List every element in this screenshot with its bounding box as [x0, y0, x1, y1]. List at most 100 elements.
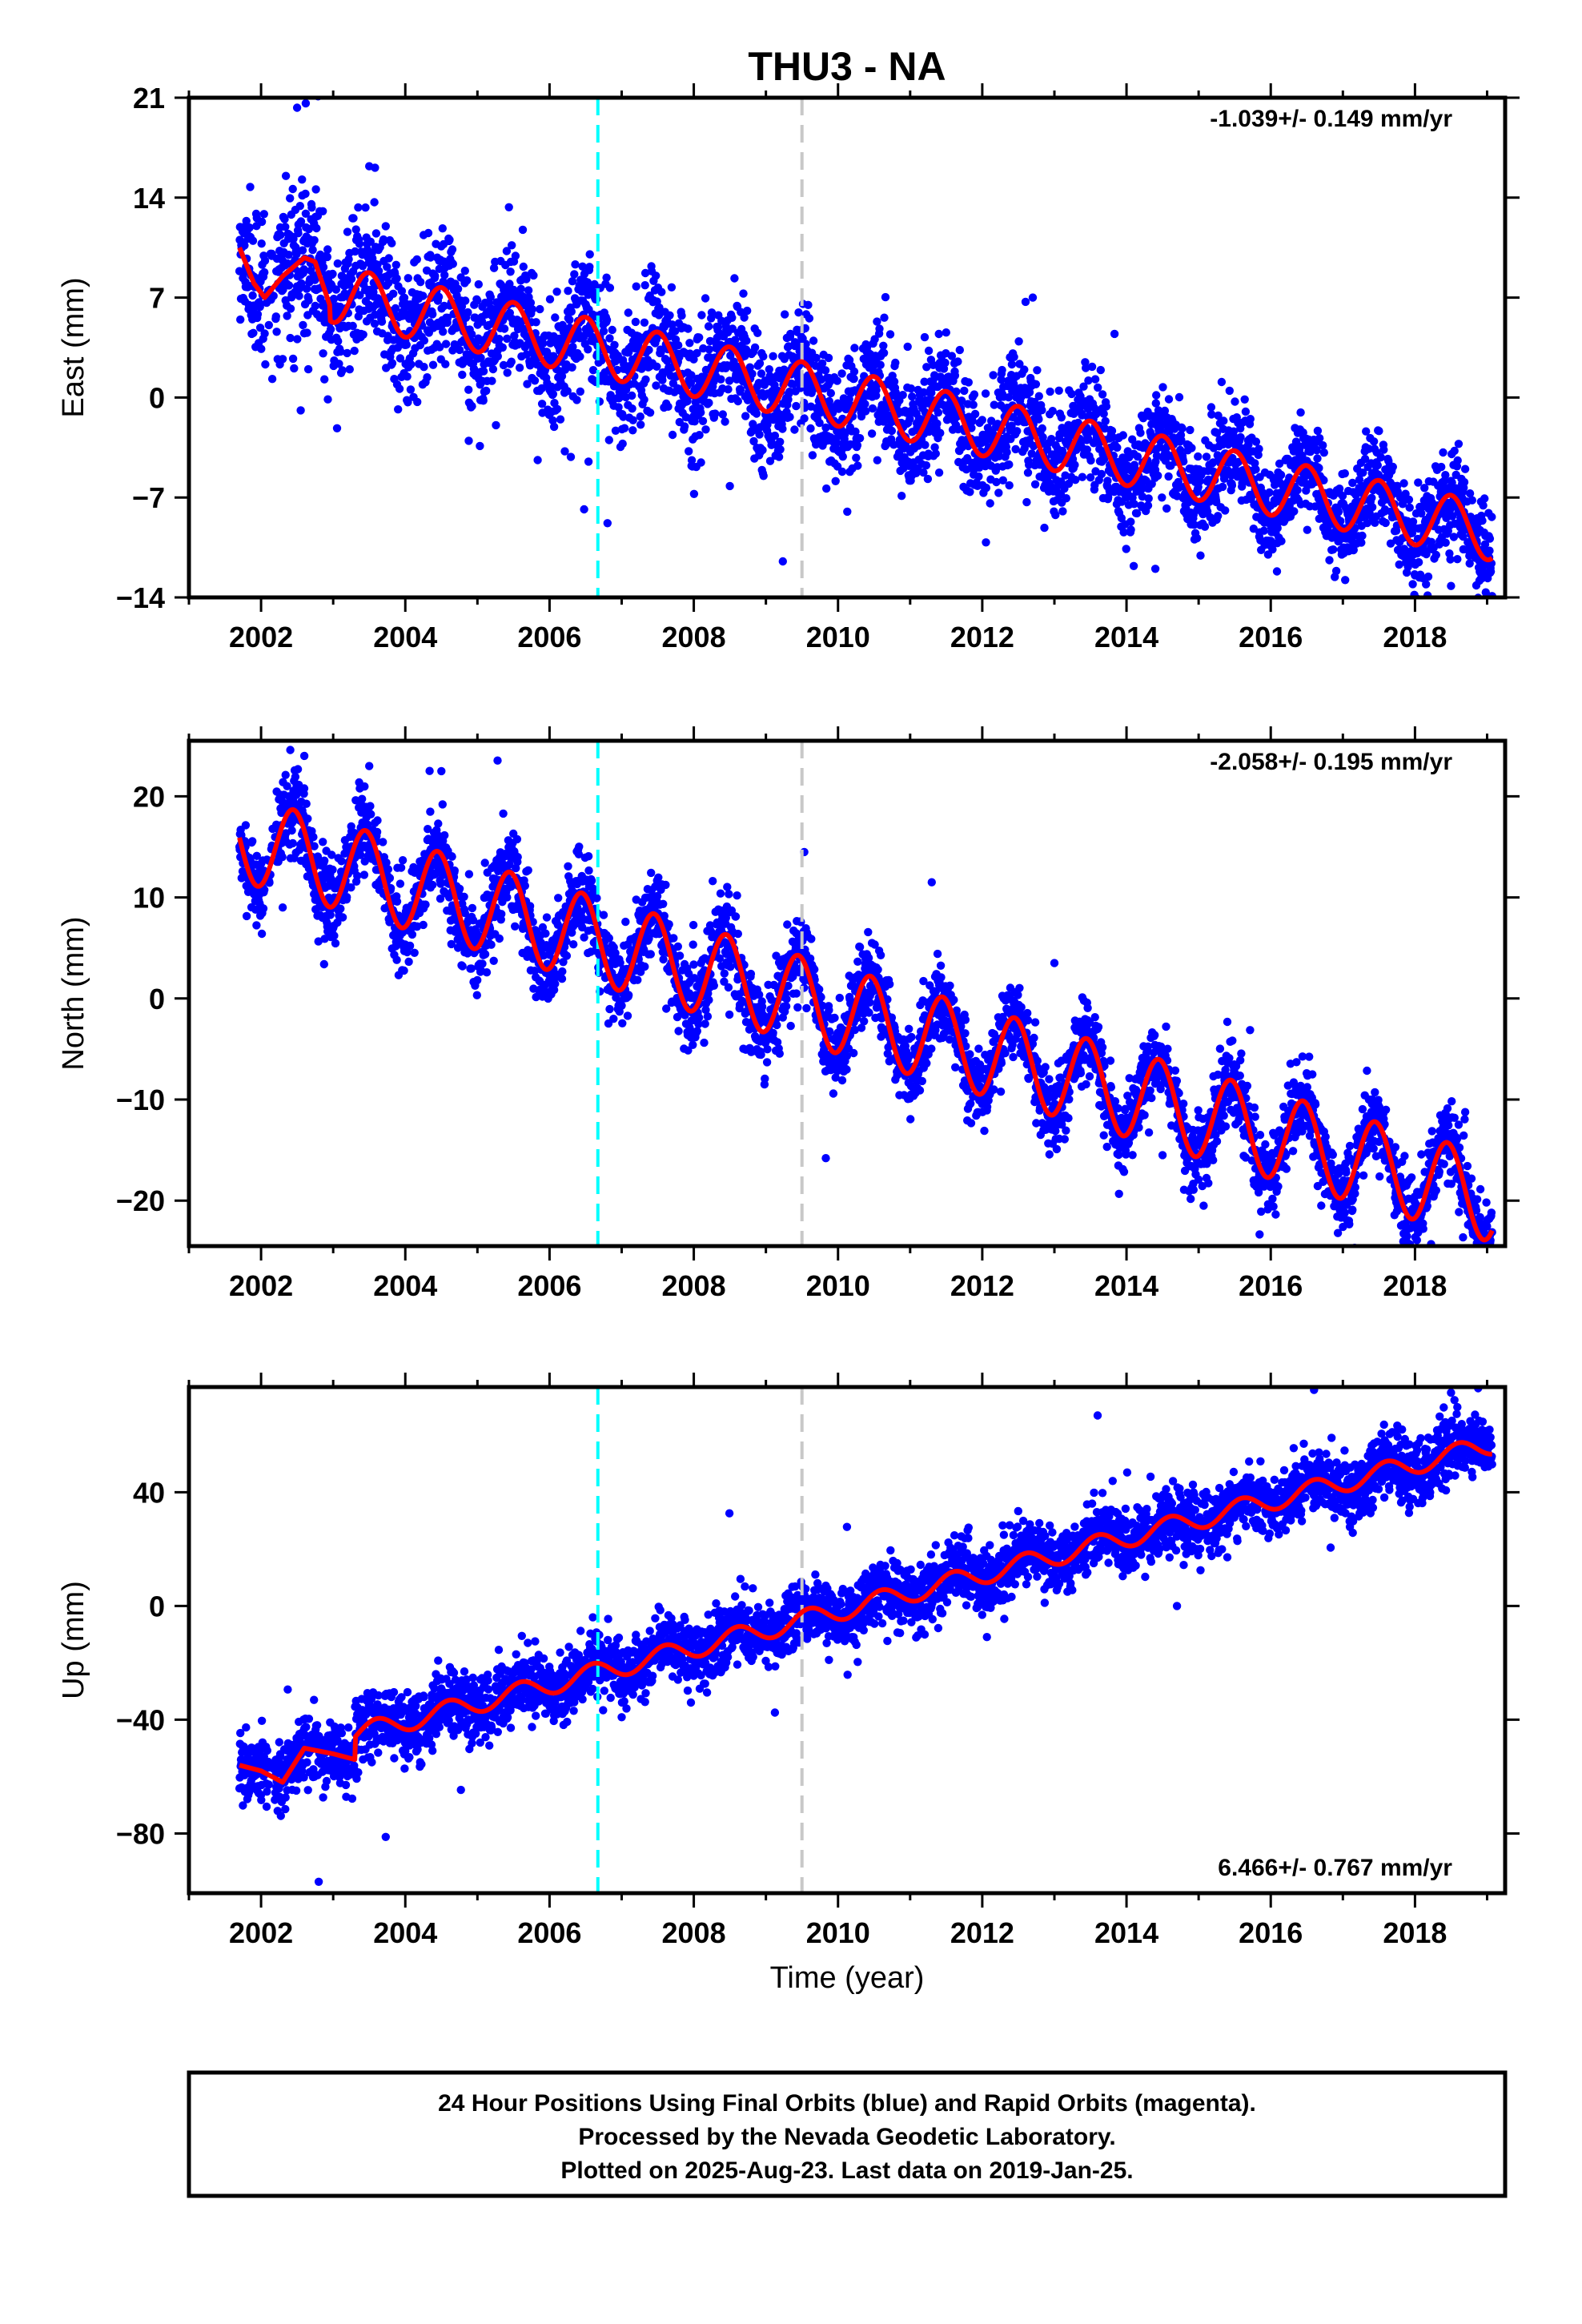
east-data-point	[1034, 392, 1044, 400]
east-data-point	[370, 198, 379, 207]
east-data-point	[749, 436, 758, 446]
east-rate-label: -1.039+/- 0.149 mm/yr	[1210, 106, 1452, 132]
east-data-point	[657, 287, 666, 296]
north-data-point	[373, 816, 382, 825]
north-data-point	[319, 838, 327, 846]
east-data-point	[279, 285, 287, 294]
north-data-point	[499, 809, 508, 818]
east-data-point	[329, 295, 339, 304]
east-data-point	[936, 428, 945, 437]
east-data-point	[359, 330, 367, 339]
east-data-point	[440, 271, 449, 279]
east-data-point	[1010, 352, 1018, 361]
east-data-point	[1151, 399, 1161, 408]
east-data-point	[397, 287, 407, 296]
north-data-point	[489, 956, 498, 966]
east-data-point	[879, 348, 889, 357]
east-data-point	[526, 298, 536, 308]
east-outlier-point	[296, 406, 305, 415]
east-data-point	[311, 301, 319, 311]
east-data-point	[585, 263, 594, 271]
east-data-point	[319, 207, 327, 215]
east-data-point	[504, 203, 513, 211]
east-data-point	[1196, 551, 1205, 560]
east-data-point	[552, 404, 562, 413]
east-data-point	[1296, 408, 1305, 417]
east-data-point	[1097, 469, 1106, 479]
east-data-point	[718, 410, 727, 419]
east-data-point	[281, 223, 290, 231]
east-data-point	[500, 324, 509, 333]
north-data-point	[493, 756, 502, 765]
east-data-point	[1038, 432, 1047, 442]
east-data-point	[1454, 440, 1464, 448]
east-data-point	[933, 419, 942, 428]
east-data-point	[652, 362, 661, 371]
east-data-point	[1334, 508, 1343, 517]
east-data-point	[1023, 468, 1033, 477]
north-data-point	[404, 957, 413, 967]
east-data-point	[1446, 555, 1455, 564]
east-data-point	[724, 385, 733, 394]
east-data-point	[930, 443, 939, 452]
east-data-point	[1267, 537, 1275, 545]
north-data-point	[331, 939, 340, 948]
east-data-point	[280, 215, 289, 223]
east-data-point	[1119, 528, 1128, 537]
east-data-point	[969, 400, 978, 409]
east-data-point	[1447, 478, 1456, 487]
east-data-point	[685, 447, 693, 456]
east-data-point	[310, 235, 319, 245]
east-data-point	[769, 352, 777, 360]
east-data-point	[404, 398, 412, 407]
east-data-point	[286, 333, 295, 343]
east-data-point	[632, 282, 640, 291]
east-data-point	[334, 336, 343, 346]
east-data-point	[1481, 588, 1491, 597]
east-data-point	[1011, 444, 1020, 454]
east-data-point	[264, 320, 273, 330]
east-data-point	[725, 376, 734, 385]
east-data-point	[311, 185, 320, 194]
east-data-point	[548, 389, 558, 399]
east-data-point	[750, 343, 760, 352]
east-data-point	[1447, 512, 1457, 521]
east-data-point	[1158, 383, 1167, 392]
east-data-point	[891, 358, 900, 368]
east-data-point	[441, 340, 451, 348]
east-data-point	[434, 292, 444, 301]
east-data-point	[867, 429, 877, 438]
east-data-point	[283, 312, 291, 320]
east-data-point	[463, 276, 472, 285]
east-data-point	[1293, 485, 1302, 495]
east-data-point	[628, 426, 637, 435]
east-data-point	[297, 279, 306, 288]
east-data-point	[1486, 567, 1496, 576]
north-data-point	[291, 772, 300, 782]
east-data-point	[1062, 494, 1071, 503]
east-data-point	[1082, 445, 1092, 454]
east-data-point	[1101, 416, 1110, 426]
east-data-point	[1187, 444, 1196, 452]
east-data-point	[841, 428, 849, 437]
north-data-point	[372, 827, 382, 837]
east-data-point	[255, 303, 264, 312]
east-data-point	[1479, 501, 1488, 510]
east-data-point	[920, 332, 930, 342]
east-data-point	[584, 457, 593, 466]
east-data-point	[1338, 492, 1347, 501]
east-data-point	[1236, 432, 1245, 442]
east-data-point	[736, 385, 745, 394]
east-data-point	[502, 247, 512, 255]
east-data-point	[445, 235, 454, 244]
north-data-point	[356, 850, 365, 859]
east-data-point	[1388, 462, 1398, 472]
east-data-point	[1186, 425, 1195, 435]
east-data-point	[861, 407, 870, 416]
east-data-point	[885, 330, 895, 339]
east-data-point	[361, 203, 370, 212]
east-outlier-point	[1447, 581, 1456, 590]
east-data-point	[1214, 512, 1223, 521]
east-data-point	[853, 461, 862, 470]
